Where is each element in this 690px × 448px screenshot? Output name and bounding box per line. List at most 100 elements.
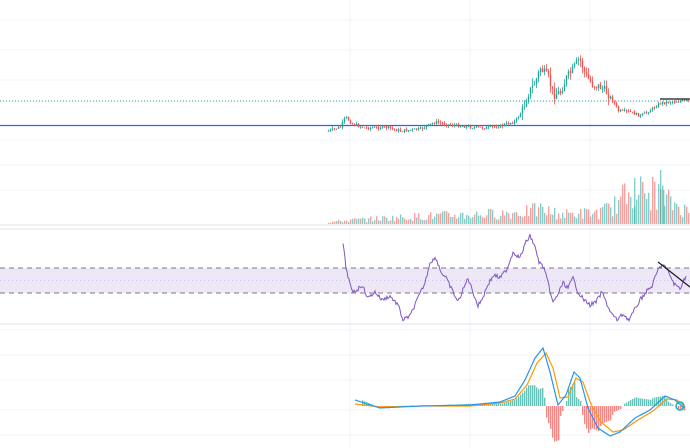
volume-bar — [388, 220, 390, 224]
candle-body — [595, 86, 598, 88]
candle-body — [653, 107, 656, 109]
rsi-pane[interactable] — [0, 233, 690, 323]
macd-hist-bar — [586, 406, 588, 429]
candle-body — [623, 110, 626, 111]
volume-bar — [500, 216, 502, 224]
candle-body — [453, 125, 456, 127]
candle-body — [661, 102, 664, 104]
candle-body — [475, 126, 478, 128]
volume-bar — [650, 210, 652, 224]
volume-bar — [566, 209, 568, 224]
candle-body — [515, 118, 518, 121]
volume-bar — [572, 212, 574, 224]
candle-body — [545, 68, 548, 72]
candle-body — [567, 71, 570, 76]
candle-body — [495, 126, 498, 128]
volume-bar — [434, 216, 436, 224]
candle-body — [481, 127, 484, 129]
macd-hist-bar — [522, 392, 524, 406]
volume-bar — [666, 194, 668, 224]
volume-bar — [636, 199, 638, 224]
candle-body — [425, 125, 428, 128]
candle-body — [487, 126, 490, 128]
macd-hist-bar — [652, 398, 654, 406]
candle-body — [657, 103, 660, 108]
rsi-trendline[interactable] — [657, 261, 690, 288]
candle-body — [369, 127, 372, 130]
volume-bar — [564, 217, 566, 224]
candle-body — [519, 113, 522, 118]
candle-body — [371, 127, 374, 129]
candle-body — [327, 130, 330, 132]
macd-hist-bar — [638, 398, 640, 406]
volume-bar — [490, 209, 492, 224]
candle-body — [343, 117, 346, 122]
volume-bar — [468, 215, 470, 224]
macd-hist-bar — [566, 401, 568, 406]
volume-bar — [526, 205, 528, 224]
volume-bar — [546, 215, 548, 224]
price-pane[interactable] — [0, 55, 690, 134]
macd-hist-bar — [624, 403, 626, 406]
volume-bar — [458, 217, 460, 224]
macd-hist-bar — [670, 403, 672, 406]
volume-bar — [506, 211, 508, 224]
volume-bar — [618, 200, 620, 224]
candle-body — [587, 74, 590, 79]
volume-bar — [422, 220, 424, 224]
candle-body — [441, 122, 444, 124]
macd-hist-bar — [588, 406, 590, 433]
macd-hist-bar — [618, 406, 620, 410]
candle-body — [417, 128, 420, 130]
volume-bar — [396, 216, 398, 224]
volume-bar — [504, 215, 506, 224]
macd-hist-bar — [590, 406, 592, 430]
macd-hist-bar — [554, 406, 556, 442]
macd-hist-bar — [572, 384, 574, 406]
macd-hist-bar — [678, 406, 680, 410]
volume-bar — [430, 212, 432, 224]
candle-body — [379, 127, 382, 129]
volume-bar — [672, 210, 674, 224]
volume-bar — [574, 216, 576, 224]
candle-body — [471, 128, 474, 129]
candle-body — [351, 123, 354, 125]
macd-hist-bar — [534, 385, 536, 406]
macd-pane — [354, 346, 686, 442]
volume-bar — [598, 219, 600, 224]
candle-body — [461, 126, 464, 128]
macd-hist-bar — [646, 399, 648, 406]
macd-signal-line — [354, 351, 685, 433]
candle-body — [489, 125, 492, 127]
volume-bar — [532, 203, 534, 224]
volume-bar — [410, 218, 412, 224]
candle-body — [507, 122, 510, 125]
macd-hist-bar — [538, 389, 540, 406]
volume-bar — [536, 216, 538, 224]
macd-hist-bar — [494, 403, 496, 406]
volume-bar — [424, 220, 426, 224]
candle-body — [385, 126, 388, 128]
volume-bar — [432, 218, 434, 224]
volume-bar — [436, 213, 438, 224]
candle-body — [645, 112, 648, 114]
candle-body — [375, 126, 378, 128]
macd-hist-bar — [660, 396, 662, 406]
volume-bar — [616, 213, 618, 224]
candle-body — [397, 129, 400, 132]
macd-hist-bar — [642, 398, 644, 406]
circle-marker-icon[interactable] — [675, 401, 685, 411]
candle-body — [521, 106, 524, 114]
volume-bar — [336, 221, 338, 224]
candle-body — [549, 74, 552, 87]
volume-bar — [606, 203, 608, 224]
volume-bar — [496, 219, 498, 224]
candle-body — [367, 127, 370, 130]
candle-body — [483, 128, 486, 130]
macd-hist-bar — [570, 386, 572, 406]
volume-bar — [680, 215, 682, 224]
macd-hist-bar — [644, 398, 646, 406]
volume-bar — [628, 192, 630, 224]
